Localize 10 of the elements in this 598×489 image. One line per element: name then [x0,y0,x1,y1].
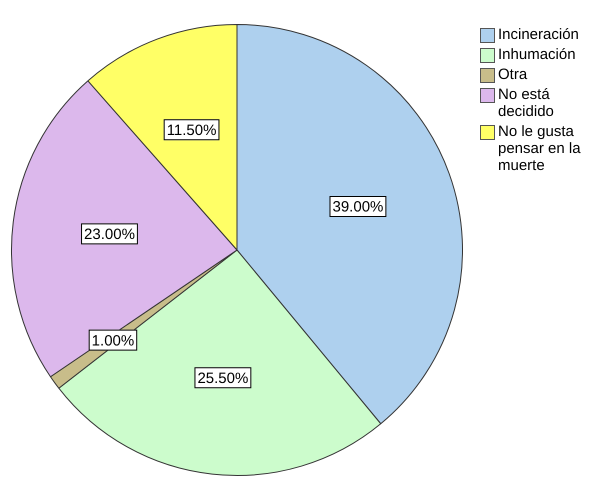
legend-label: No está decidido [498,86,555,120]
data-label: 1.00% [92,332,134,350]
legend-label: Otra [498,66,528,83]
legend-label: Inhumación [498,46,576,63]
data-label: 25.50% [197,370,248,387]
data-label: 11.50% [166,122,216,139]
data-label: 23.00% [84,226,135,244]
legend-label: Incineración [498,26,579,43]
legend-label: No le gusta pensar en la muerte [498,123,582,174]
data-label: 39.00% [332,198,384,216]
